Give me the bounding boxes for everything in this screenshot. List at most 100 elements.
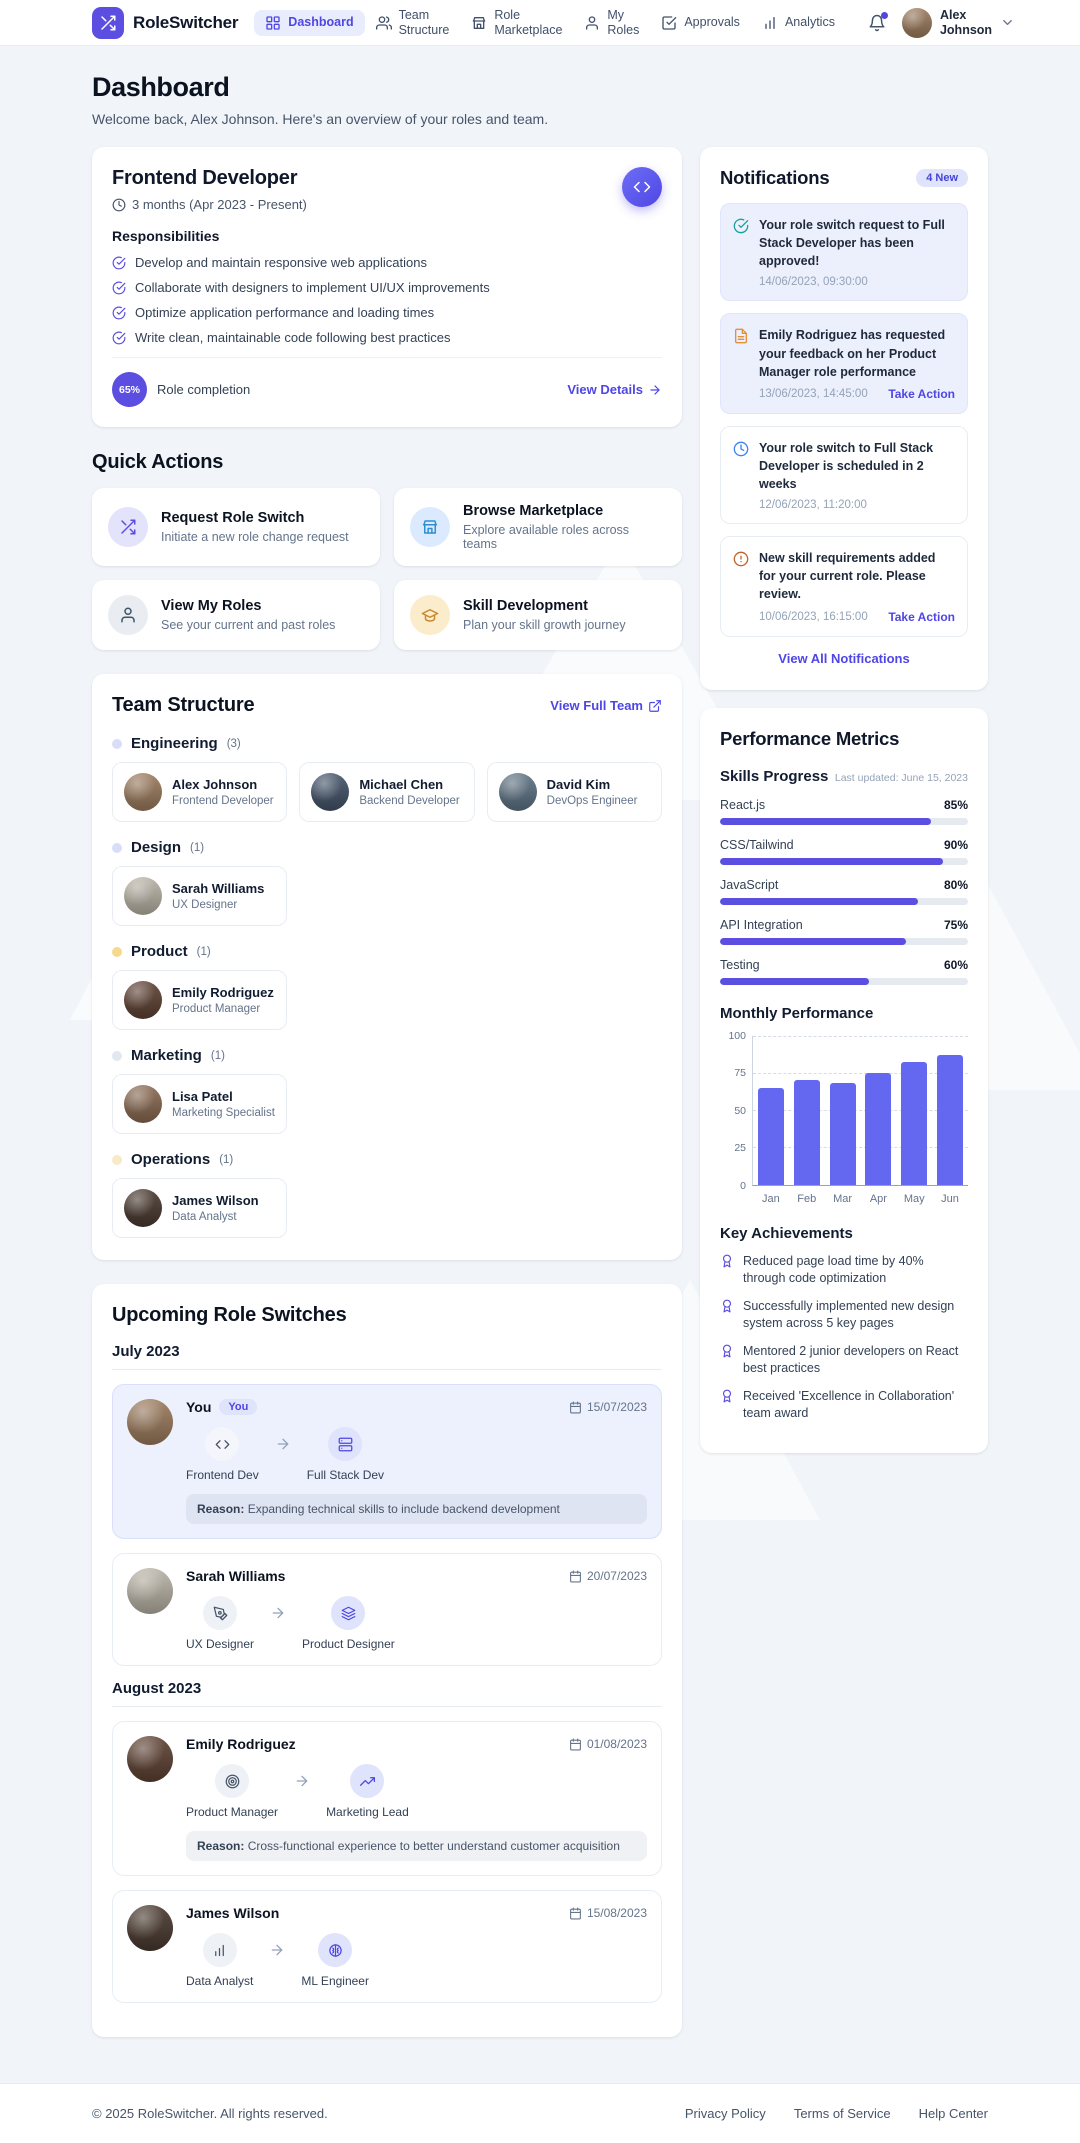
switch-person-name: Sarah Williams xyxy=(186,1568,286,1584)
clock-icon xyxy=(112,198,126,212)
view-details-link[interactable]: View Details xyxy=(567,382,662,397)
to-role-label: Marketing Lead xyxy=(326,1805,409,1819)
member-name: James Wilson xyxy=(172,1193,259,1208)
user-menu[interactable]: Alex Johnson xyxy=(901,7,1015,38)
from-role-label: Frontend Dev xyxy=(186,1468,259,1482)
nav-item[interactable]: Team Structure xyxy=(365,3,461,42)
switch-date: 01/08/2023 xyxy=(569,1737,647,1751)
check-circle-icon xyxy=(733,218,749,288)
progress-track xyxy=(720,897,968,905)
team-member-card[interactable]: James Wilson Data Analyst xyxy=(112,1178,288,1238)
nav-item[interactable]: Dashboard xyxy=(254,9,365,36)
check-circle-icon xyxy=(112,331,126,345)
calendar-icon xyxy=(569,1401,582,1414)
nav-item[interactable]: Analytics xyxy=(751,10,846,36)
department-count: (3) xyxy=(226,737,241,750)
role-code-button[interactable] xyxy=(622,167,662,207)
you-badge: You xyxy=(219,1399,258,1415)
achievement-text: Reduced page load time by 40% through co… xyxy=(743,1253,924,1286)
skill-percent: 75% xyxy=(943,917,968,932)
completion-badge: 65% xyxy=(112,372,147,407)
progress-fill xyxy=(720,977,869,985)
achievement-text: Successfully implemented new design syst… xyxy=(743,1298,955,1331)
notification-item[interactable]: New skill requirements added for your cu… xyxy=(720,536,968,637)
avatar xyxy=(498,773,537,811)
x-tick-label: May xyxy=(903,1192,925,1205)
notification-item[interactable]: Your role switch request to Full Stack D… xyxy=(720,203,968,302)
notifications-title: Notifications xyxy=(720,167,830,188)
department-count: (1) xyxy=(219,1153,234,1166)
avatar xyxy=(127,1399,173,1445)
to-role-label: Product Designer xyxy=(302,1637,395,1651)
department-dot xyxy=(112,842,122,853)
nav-item[interactable]: Approvals xyxy=(650,10,751,36)
responsibility-item: Optimize application performance and loa… xyxy=(112,305,662,320)
achievement-item: Reduced page load time by 40% through co… xyxy=(720,1253,968,1288)
users-icon xyxy=(375,15,392,31)
chart-bars xyxy=(753,1036,968,1185)
achievement-text: Received 'Excellence in Collaboration' t… xyxy=(743,1388,955,1421)
nav-item-label: My Roles xyxy=(607,8,640,37)
current-role-card: Frontend Developer 3 months (Apr 2023 - … xyxy=(92,147,682,427)
skill-row: API Integration 75% xyxy=(720,918,968,945)
notification-item[interactable]: Your role switch to Full Stack Developer… xyxy=(720,425,968,525)
responsibilities-list: Develop and maintain responsive web appl… xyxy=(112,255,662,345)
team-member-card[interactable]: David Kim DevOps Engineer xyxy=(486,762,662,822)
team-member-card[interactable]: Emily Rodriguez Product Manager xyxy=(112,970,288,1030)
role-switch-card[interactable]: You You 15/07/2023 xyxy=(112,1384,662,1539)
view-all-notifications-link[interactable]: View All Notifications xyxy=(778,650,910,666)
nav-item[interactable]: My Roles xyxy=(573,3,650,42)
nav-item[interactable]: Role Marketplace xyxy=(460,3,573,42)
role-duration: 3 months (Apr 2023 - Present) xyxy=(112,197,307,212)
notification-item[interactable]: Emily Rodriguez has requested your feedb… xyxy=(720,313,968,414)
notification-dot xyxy=(880,11,888,19)
role-switch-card[interactable]: James Wilson 15/08/2023 xyxy=(112,1890,662,2003)
member-name: Emily Rodriguez xyxy=(172,985,274,1000)
bar xyxy=(757,1087,784,1185)
quick-action-card[interactable]: Request Role Switch Initiate a new role … xyxy=(92,488,380,566)
responsibility-text: Write clean, maintainable code following… xyxy=(135,330,451,345)
nav-item-label: Analytics xyxy=(784,15,835,30)
department-section: Design (1) Sarah Williams xyxy=(112,839,662,926)
bell-icon xyxy=(868,14,886,32)
nav-item-label: Approvals xyxy=(684,15,740,30)
switch-person-name: James Wilson xyxy=(186,1905,280,1921)
skill-row: CSS/Tailwind 90% xyxy=(720,838,968,865)
team-member-card[interactable]: Sarah Williams UX Designer xyxy=(112,866,288,926)
arrow-right-icon xyxy=(269,1942,285,1958)
bar xyxy=(901,1062,928,1185)
quick-action-card[interactable]: View My Roles See your current and past … xyxy=(92,580,380,650)
notifications-bell-button[interactable] xyxy=(866,11,888,34)
quick-action-card[interactable]: Browse Marketplace Explore available rol… xyxy=(394,488,682,566)
role-switch-card[interactable]: Sarah Williams 20/07/2023 xyxy=(112,1553,662,1666)
take-action-link[interactable]: Take Action xyxy=(888,609,955,624)
month-title: July 2023 xyxy=(112,1343,180,1360)
avatar xyxy=(124,1085,162,1123)
take-action-link[interactable]: Take Action xyxy=(888,386,955,401)
footer-link[interactable]: Help Center xyxy=(918,2106,988,2121)
upcoming-switches-title: Upcoming Role Switches xyxy=(112,1304,347,1326)
chart-x-axis: Jan Feb Mar Apr May Jun xyxy=(753,1193,968,1205)
notification-text: Your role switch to Full Stack Developer… xyxy=(759,440,934,491)
member-role: Backend Developer xyxy=(359,795,460,807)
footer-link[interactable]: Terms of Service xyxy=(793,2106,891,2121)
quick-action-card[interactable]: Skill Development Plan your skill growth… xyxy=(394,580,682,650)
avatar xyxy=(127,1736,173,1782)
key-achievements-title: Key Achievements xyxy=(720,1224,853,1242)
team-structure-title: Team Structure xyxy=(112,694,255,716)
team-member-card[interactable]: Michael Chen Backend Developer xyxy=(299,762,475,822)
brand[interactable]: RoleSwitcher xyxy=(92,6,238,39)
notification-text: New skill requirements added for your cu… xyxy=(759,551,936,602)
team-member-card[interactable]: Lisa Patel Marketing Specialist xyxy=(112,1074,288,1134)
view-full-team-link[interactable]: View Full Team xyxy=(550,698,662,713)
member-name: David Kim xyxy=(546,777,611,792)
current-role-title: Frontend Developer xyxy=(112,167,298,189)
award-icon xyxy=(720,1299,734,1313)
avatar xyxy=(124,877,162,915)
completion-label: Role completion xyxy=(157,382,251,397)
achievement-item: Received 'Excellence in Collaboration' t… xyxy=(720,1388,968,1423)
role-switch-card[interactable]: Emily Rodriguez 01/08/2023 xyxy=(112,1721,662,1876)
department-name: Engineering xyxy=(131,735,218,752)
footer-link[interactable]: Privacy Policy xyxy=(684,2106,766,2121)
team-member-card[interactable]: Alex Johnson Frontend Developer xyxy=(112,762,288,822)
